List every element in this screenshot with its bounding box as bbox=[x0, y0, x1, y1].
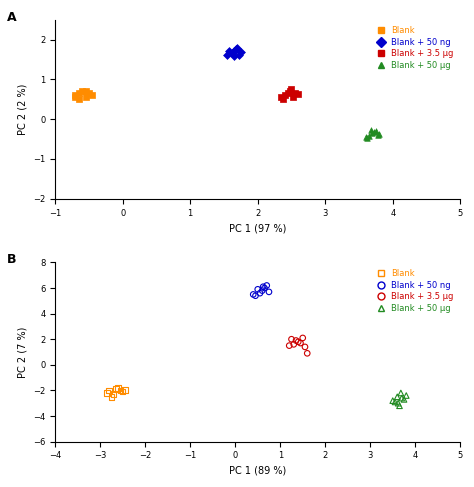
Y-axis label: PC 2 (7 %): PC 2 (7 %) bbox=[18, 326, 27, 378]
Point bbox=[288, 336, 295, 343]
Point bbox=[375, 131, 383, 138]
Point bbox=[263, 281, 271, 289]
Point bbox=[82, 94, 90, 101]
Point bbox=[294, 91, 302, 98]
Point bbox=[389, 397, 397, 405]
Point bbox=[362, 133, 370, 141]
Point bbox=[232, 46, 240, 54]
Point bbox=[369, 129, 376, 137]
Point bbox=[297, 339, 304, 347]
Point bbox=[117, 387, 124, 394]
Point bbox=[252, 292, 259, 300]
Point bbox=[291, 90, 299, 97]
Point bbox=[394, 399, 402, 407]
Point bbox=[400, 395, 408, 403]
Point bbox=[372, 127, 380, 135]
Legend: Blank, Blank + 50 ng, Blank + 3.5 µg, Blank + 50 µg: Blank, Blank + 50 ng, Blank + 3.5 µg, Bl… bbox=[372, 266, 456, 315]
Point bbox=[226, 48, 233, 56]
Point bbox=[367, 127, 375, 134]
Point bbox=[374, 131, 382, 139]
Point bbox=[249, 291, 257, 299]
Point bbox=[363, 134, 371, 142]
Point bbox=[103, 389, 111, 397]
Point bbox=[72, 94, 79, 101]
Point bbox=[75, 95, 82, 103]
Text: B: B bbox=[7, 253, 16, 266]
Point bbox=[254, 285, 262, 293]
Point bbox=[259, 283, 267, 291]
Point bbox=[285, 342, 293, 350]
Point bbox=[393, 393, 401, 401]
Legend: Blank, Blank + 50 ng, Blank + 3.5 µg, Blank + 50 µg: Blank, Blank + 50 ng, Blank + 3.5 µg, Bl… bbox=[372, 24, 456, 72]
Point bbox=[290, 340, 298, 348]
Point bbox=[303, 349, 311, 357]
Point bbox=[234, 44, 241, 52]
Point bbox=[85, 90, 93, 97]
Point bbox=[284, 90, 292, 97]
Point bbox=[224, 51, 231, 58]
Point bbox=[301, 343, 309, 351]
Point bbox=[292, 337, 300, 344]
Point bbox=[72, 92, 79, 99]
Point bbox=[299, 334, 307, 342]
Point bbox=[89, 92, 96, 99]
Point bbox=[286, 87, 294, 95]
Point bbox=[256, 289, 264, 297]
Point bbox=[78, 87, 86, 95]
Point bbox=[114, 384, 122, 392]
Point bbox=[278, 94, 285, 101]
Point bbox=[119, 388, 127, 395]
Point bbox=[370, 128, 378, 136]
Point bbox=[396, 402, 403, 410]
Point bbox=[398, 394, 406, 402]
Point bbox=[258, 287, 266, 295]
Point bbox=[230, 53, 238, 60]
Point bbox=[110, 391, 118, 398]
Point bbox=[294, 338, 302, 346]
Text: A: A bbox=[7, 11, 16, 24]
Point bbox=[105, 387, 113, 394]
Y-axis label: PC 2 (2 %): PC 2 (2 %) bbox=[18, 84, 27, 135]
X-axis label: PC 1 (89 %): PC 1 (89 %) bbox=[229, 466, 286, 476]
Point bbox=[365, 132, 373, 140]
Point bbox=[108, 393, 115, 401]
Point bbox=[397, 389, 405, 397]
Point bbox=[75, 90, 82, 97]
Point bbox=[237, 48, 245, 56]
Point bbox=[235, 52, 243, 59]
X-axis label: PC 1 (97 %): PC 1 (97 %) bbox=[229, 223, 286, 233]
Point bbox=[121, 386, 129, 393]
Point bbox=[228, 50, 236, 57]
Point bbox=[288, 85, 295, 93]
Point bbox=[281, 92, 289, 99]
Point bbox=[265, 288, 273, 296]
Point bbox=[402, 392, 410, 399]
Point bbox=[280, 95, 287, 103]
Point bbox=[230, 47, 238, 55]
Point bbox=[289, 94, 297, 101]
Point bbox=[112, 385, 120, 393]
Point bbox=[82, 87, 90, 95]
Point bbox=[391, 398, 399, 406]
Point bbox=[261, 284, 268, 292]
